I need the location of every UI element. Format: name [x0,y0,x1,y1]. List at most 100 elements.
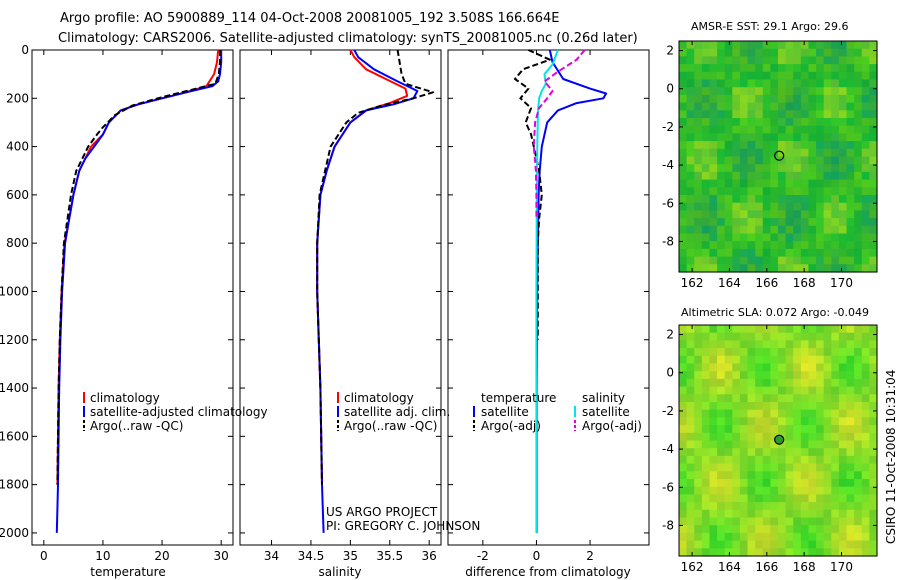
map-cell [701,417,711,426]
map-cell [770,402,779,411]
map-cell [755,264,764,273]
map-cell [694,371,703,380]
map-cell [846,432,855,442]
map-cell [838,41,848,50]
map-cell [686,332,695,341]
map-cell [679,509,688,519]
map-cell [854,332,863,341]
map-cell [724,463,733,472]
map-cell [854,248,863,258]
legend-label: satellite [582,405,630,419]
map-cell [800,432,810,442]
map-cell [869,210,878,219]
map-cell [717,148,726,158]
map-cell [747,118,756,127]
map-cell [724,118,733,127]
map-cell [724,532,733,542]
map-cell [846,471,855,480]
map-cell [808,363,817,372]
map-cell [762,256,771,265]
map-cell [838,455,848,465]
map-cell [762,187,771,196]
map-cell [861,141,870,150]
map-cell [823,48,832,57]
y-tick-label: 1600 [0,429,29,443]
map-cell [724,233,733,242]
map-cell [861,440,870,449]
map-cell [785,148,794,158]
map-cell [686,187,695,196]
map-cell [762,486,771,495]
map-cell [709,118,718,127]
map-cell [717,264,726,273]
map-cell [785,463,794,472]
map-cell [778,225,787,235]
map-cell [785,440,794,449]
map-cell [808,233,817,242]
map-cell [762,56,771,65]
map-cell [785,102,794,111]
map-cell [709,264,718,273]
map-cell [778,386,787,395]
map-cell [861,502,870,511]
map-cell [793,248,802,258]
map-cell [816,409,825,418]
map-cell [755,363,764,372]
map-cell [846,202,855,211]
map-cell [785,340,794,349]
map-cell [686,440,695,449]
map-cell [747,41,756,50]
map-cell [732,548,741,557]
map-cell [701,233,711,242]
map-cell [686,509,695,519]
map-cell [762,494,771,503]
map-cell [709,148,718,158]
map-cell [717,378,726,388]
map-cell [755,471,764,480]
map-cell [831,71,840,81]
map-cell [717,502,726,511]
map-cell [823,133,832,142]
map-cell [831,371,840,380]
map-cell [793,325,802,334]
map-cell [793,409,802,418]
map-cell [831,148,840,158]
map-cell [732,241,741,250]
map-cell [762,371,771,380]
map-cell [800,455,810,465]
map-cell [709,525,718,534]
map-cell [861,187,870,196]
map-cell [679,156,688,165]
map-cell [732,509,741,519]
map-cell [724,455,733,465]
map-cell [686,363,695,372]
map-cell [869,455,878,465]
map-cell [701,187,711,196]
map-cell [701,141,711,150]
map-cell [854,233,863,242]
map-cell [709,125,718,134]
map-cell [770,64,779,73]
map-cell [808,332,817,341]
map-cell [861,548,870,557]
map-cell [717,325,726,334]
map-cell [724,340,733,349]
map-cell [785,248,794,258]
map-cell [854,179,863,188]
map-cell [816,494,825,503]
map-cell [800,125,810,134]
map-cell [755,409,764,418]
map-cell [724,179,733,188]
x-axis-label: salinity [318,565,361,579]
map-cell [709,494,718,503]
map-cell [732,471,741,480]
map-cell [679,125,688,134]
map-cell [869,440,878,449]
map-cell [816,363,825,372]
map-cell [785,64,794,73]
map-cell [747,540,756,549]
map-cell [808,440,817,449]
map-cell [861,118,870,127]
map-cell [838,71,848,81]
map-cell [800,425,810,434]
